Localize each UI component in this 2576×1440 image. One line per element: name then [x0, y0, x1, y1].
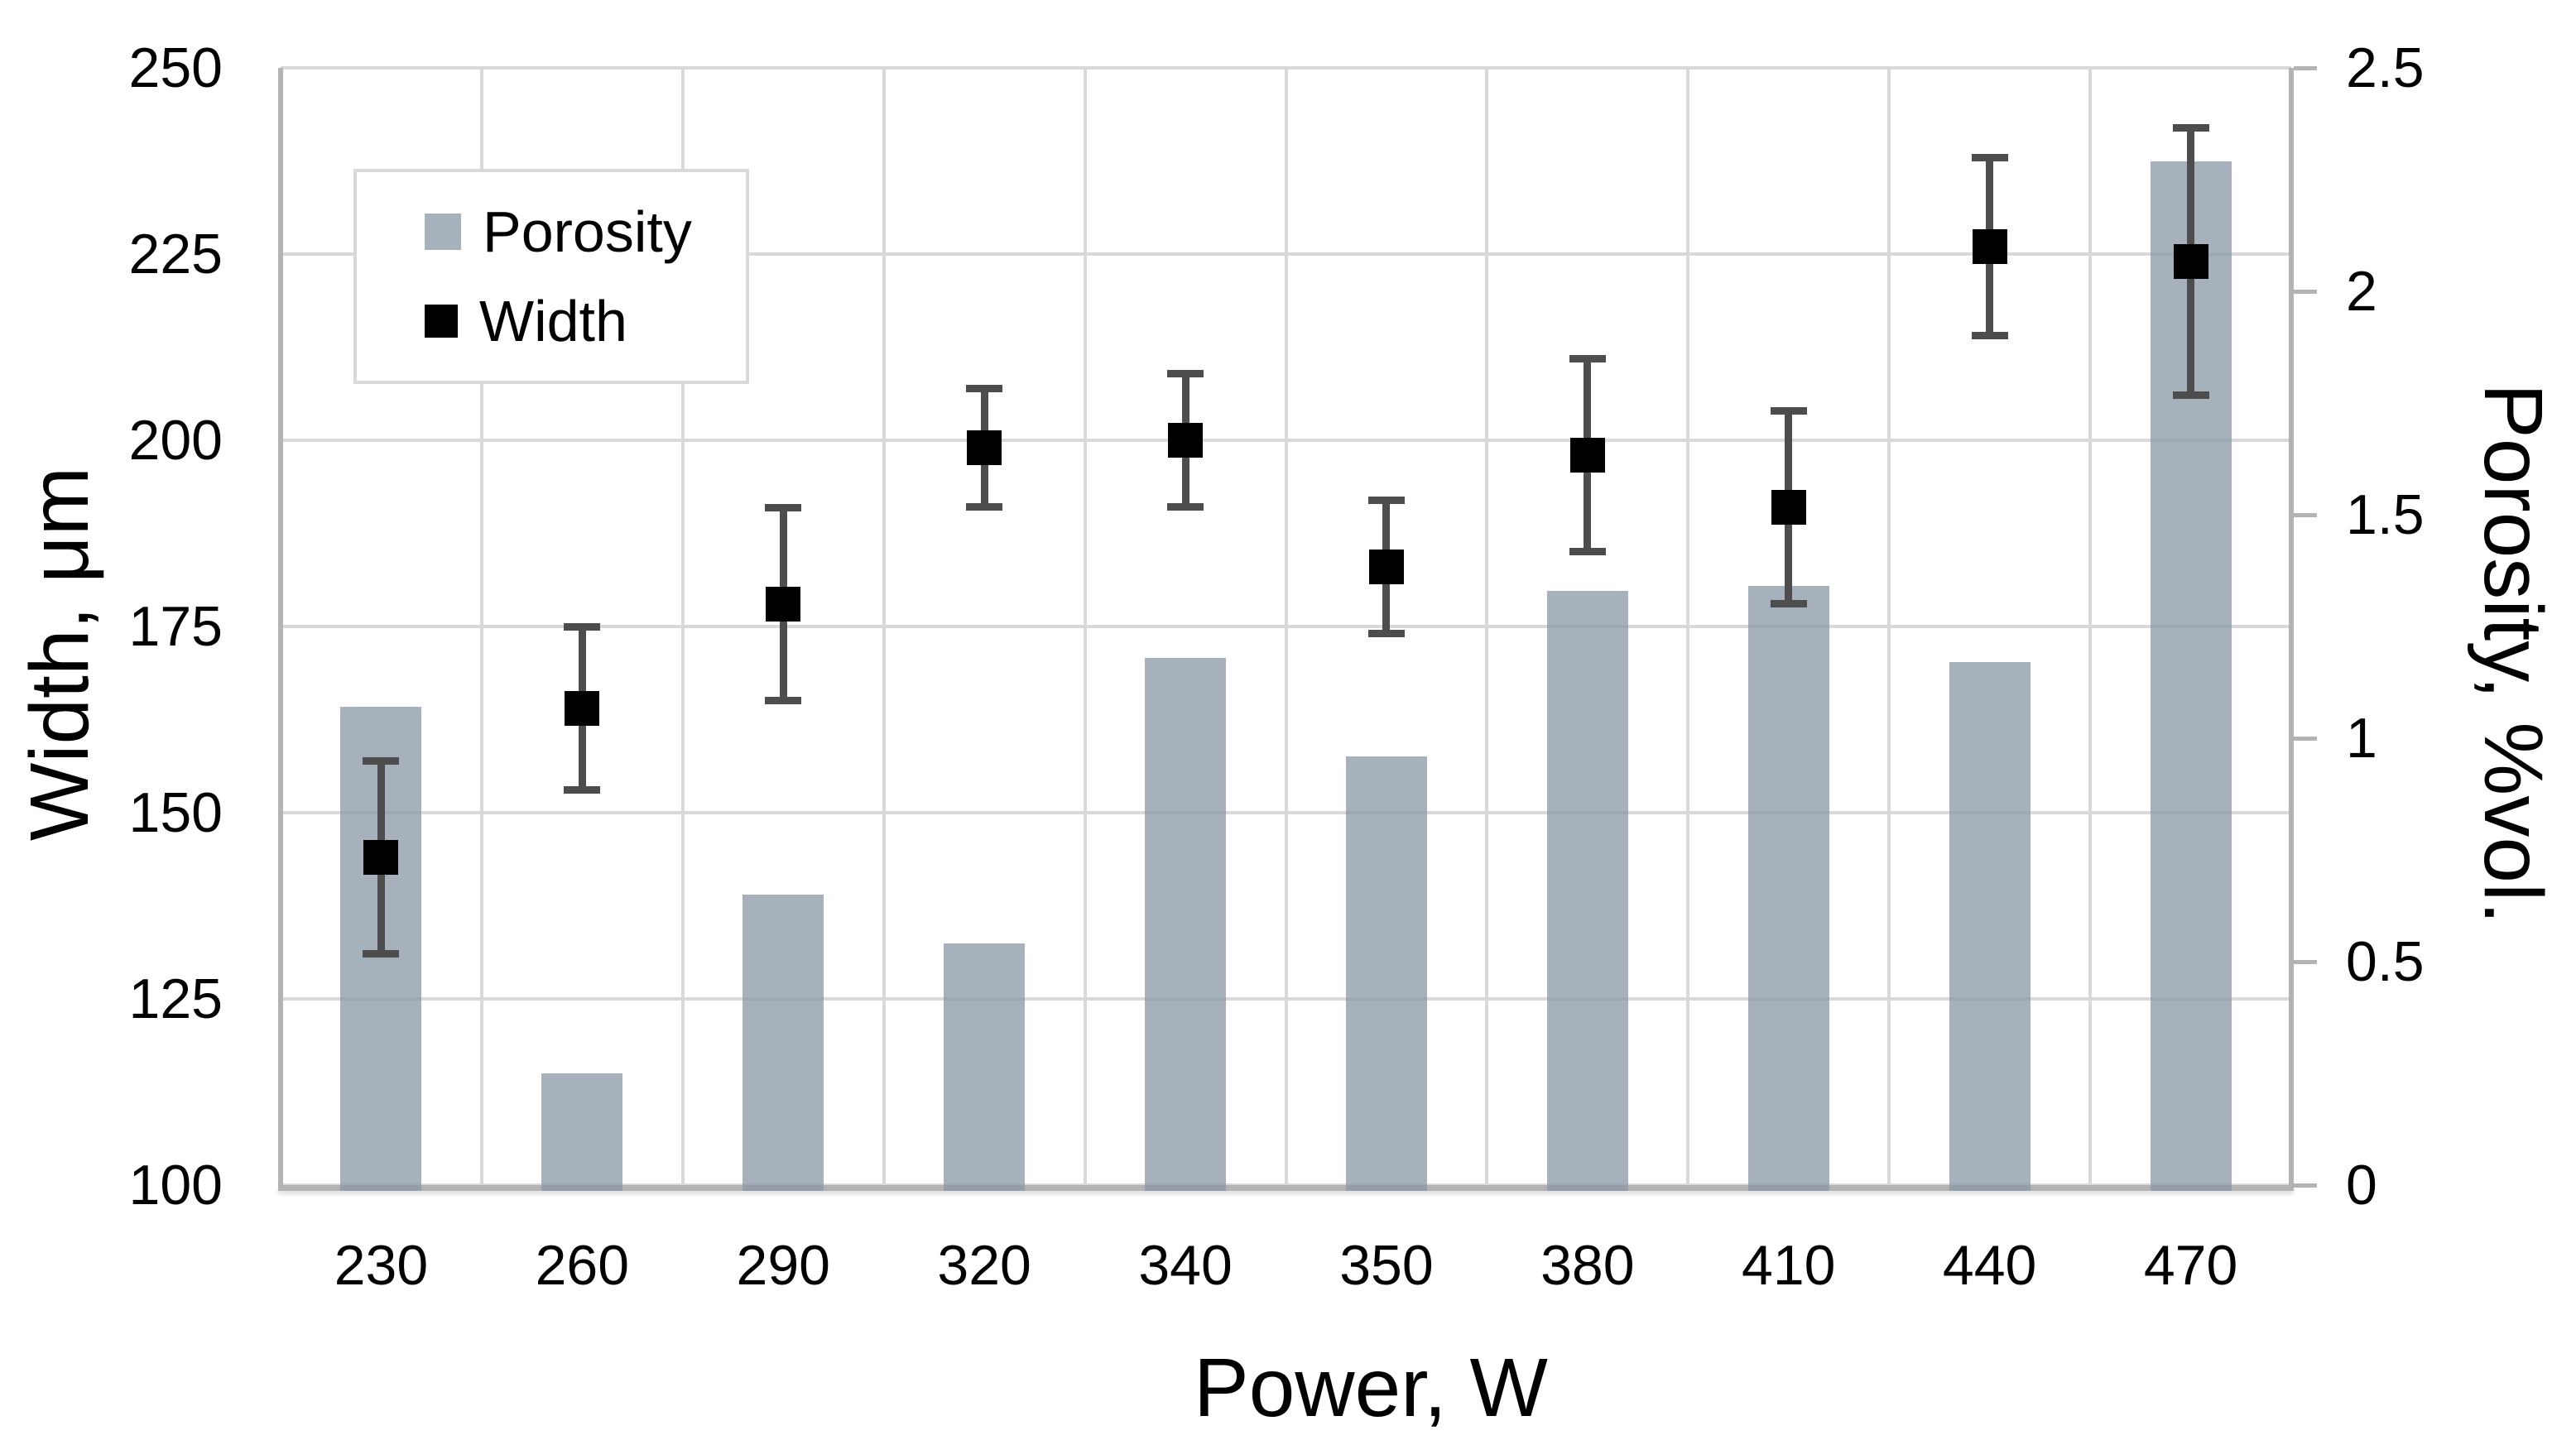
width-marker: [2173, 244, 2208, 279]
width-marker: [1771, 490, 1806, 525]
width-error-bar-cap-bottom: [1971, 332, 2008, 339]
width-error-bar-cap-bottom: [1770, 600, 1807, 607]
width-error-bar-cap-top: [966, 385, 1003, 392]
porosity-bar: [1747, 586, 1829, 1191]
width-marker: [967, 430, 1002, 465]
width-error-bar-cap-bottom: [1569, 548, 1606, 555]
width-error-bar-cap-top: [1167, 370, 1204, 377]
width-error-bar-cap-bottom: [2172, 391, 2209, 399]
right-axis-tick-label: 2: [2346, 260, 2377, 323]
porosity-swatch-icon: [425, 214, 461, 251]
v-gridline: [680, 68, 685, 1185]
porosity-bar: [944, 943, 1026, 1191]
v-gridline: [882, 68, 886, 1185]
x-axis-tick-label: 350: [1339, 1234, 1434, 1297]
right-axis-tick-label: 1.5: [2346, 483, 2425, 546]
width-marker: [565, 691, 600, 726]
width-error-bar-cap-bottom: [564, 786, 601, 794]
x-axis-tick-label: 410: [1742, 1234, 1836, 1297]
porosity-bar: [743, 895, 824, 1191]
left-axis-tick-label: 150: [128, 781, 223, 844]
v-gridline: [1485, 68, 1489, 1185]
right-axis-tick-label: 0: [2346, 1154, 2377, 1217]
right-axis-tick-label: 1: [2346, 707, 2377, 770]
right-axis-title: Porosity, %vol.: [2467, 383, 2559, 924]
width-error-bar-cap-top: [1367, 497, 1405, 504]
right-axis-tick-label: 2.5: [2346, 36, 2425, 99]
porosity-bar: [1145, 657, 1227, 1191]
x-axis-tick-label: 440: [1942, 1234, 2037, 1297]
width-marker: [1168, 423, 1204, 458]
width-marker: [1569, 438, 1605, 473]
v-gridline: [1284, 68, 1288, 1185]
x-axis-tick-label: 470: [2143, 1234, 2238, 1297]
v-gridline: [1083, 68, 1087, 1185]
width-error-bar-cap-bottom: [1167, 503, 1204, 511]
width-error-bar-cap-top: [1770, 407, 1807, 415]
right-axis-tick-label: 0.5: [2346, 930, 2425, 993]
porosity-bar: [1949, 662, 2031, 1191]
width-error-bar-cap-bottom: [966, 503, 1003, 511]
width-error-bar-cap-bottom: [363, 950, 400, 958]
width-marker: [363, 840, 399, 875]
v-gridline: [2088, 68, 2093, 1185]
width-swatch-icon: [425, 304, 458, 338]
x-axis-tick-label: 320: [937, 1234, 1031, 1297]
porosity-bar: [1546, 590, 1628, 1191]
x-axis-tick-label: 340: [1138, 1234, 1233, 1297]
right-axis-line: [2289, 68, 2294, 1190]
x-axis-tick-label: 290: [736, 1234, 830, 1297]
right-axis-tick: [2294, 513, 2317, 517]
right-axis-tick: [2294, 960, 2317, 964]
width-error-bar-cap-top: [564, 623, 601, 631]
width-marker: [766, 587, 801, 622]
left-axis-tick-label: 225: [128, 223, 223, 286]
left-axis-tick-label: 250: [128, 36, 223, 99]
left-axis-tick-label: 175: [128, 595, 223, 658]
left-axis-line: [278, 68, 283, 1190]
x-axis-tick-label: 380: [1540, 1234, 1635, 1297]
x-axis-tick-label: 260: [535, 1234, 630, 1297]
left-axis-tick-label: 200: [128, 409, 223, 472]
width-error-bar-cap-top: [1971, 154, 2008, 161]
width-error-bar-cap-bottom: [765, 697, 802, 704]
legend-label-width: Width: [479, 288, 627, 353]
x-axis-title: Power, W: [1194, 1342, 1548, 1434]
legend-entry-width: Width: [425, 292, 746, 350]
right-axis-tick: [2294, 66, 2317, 70]
bottom-axis-line: [278, 1185, 2294, 1191]
width-marker: [1368, 550, 1404, 584]
legend: Porosity Width: [353, 169, 749, 384]
right-axis-tick: [2294, 290, 2317, 294]
right-axis-tick: [2294, 1183, 2317, 1188]
v-gridline: [479, 68, 483, 1185]
left-axis-tick-label: 125: [128, 967, 223, 1030]
v-gridline: [1686, 68, 1690, 1185]
porosity-bar: [1345, 756, 1427, 1191]
width-error-bar-cap-top: [363, 757, 400, 765]
left-axis-tick-label: 100: [128, 1154, 223, 1217]
legend-entry-porosity: Porosity: [425, 203, 746, 261]
right-axis-tick: [2294, 737, 2317, 741]
width-error-bar-cap-top: [1569, 355, 1606, 362]
x-axis-tick-label: 230: [334, 1234, 429, 1297]
width-error-bar-cap-bottom: [1367, 630, 1405, 637]
width-error-bar-cap-top: [2172, 124, 2209, 132]
width-marker: [1972, 229, 2007, 264]
v-gridline: [1887, 68, 1891, 1185]
width-error-bar-cap-top: [765, 504, 802, 511]
legend-label-porosity: Porosity: [483, 199, 692, 265]
porosity-bar: [541, 1073, 623, 1191]
